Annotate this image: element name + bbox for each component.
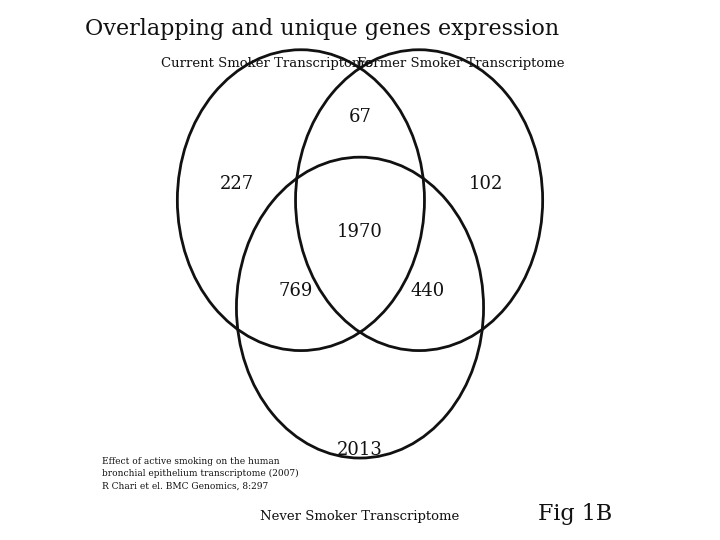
Text: 227: 227 bbox=[220, 175, 253, 193]
Text: Never Smoker Transcriptome: Never Smoker Transcriptome bbox=[261, 510, 459, 523]
Text: Fig 1B: Fig 1B bbox=[539, 503, 613, 525]
Text: 1970: 1970 bbox=[337, 224, 383, 241]
Text: 2013: 2013 bbox=[337, 441, 383, 459]
Text: Effect of active smoking on the human
bronchial epithelium transcriptome (2007)
: Effect of active smoking on the human br… bbox=[102, 457, 299, 490]
Text: 67: 67 bbox=[348, 108, 372, 126]
Text: 102: 102 bbox=[469, 175, 503, 193]
Text: Current Smoker Transcriptome: Current Smoker Transcriptome bbox=[161, 57, 372, 70]
Text: 769: 769 bbox=[279, 282, 312, 300]
Text: 440: 440 bbox=[410, 282, 444, 300]
Text: Overlapping and unique genes expression: Overlapping and unique genes expression bbox=[86, 17, 559, 39]
Text: Former Smoker Transcriptome: Former Smoker Transcriptome bbox=[356, 57, 564, 70]
